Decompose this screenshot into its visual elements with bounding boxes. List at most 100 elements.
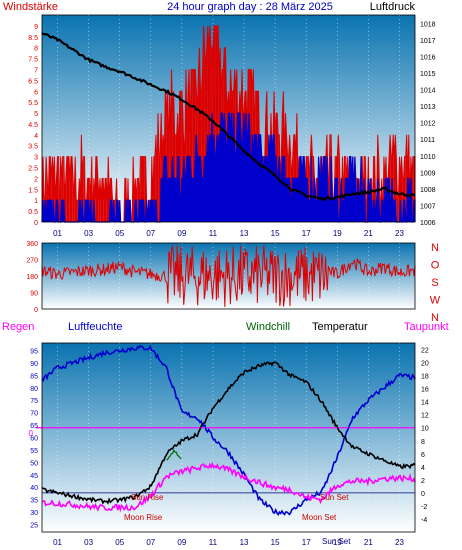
x-tick-label: 21 <box>364 538 373 547</box>
direction-tick-label: 270 <box>26 258 38 265</box>
x-tick-label: 19 <box>333 229 342 238</box>
temperature-tick-label: 2 <box>421 478 425 485</box>
x-tick-label: 01 <box>53 538 62 547</box>
wind-tick-label: 6.5 <box>28 78 38 85</box>
wind-tick-label: 2 <box>34 176 38 183</box>
sun-set-label: Sun Set <box>320 493 349 502</box>
pressure-tick-label: 1018 <box>420 21 436 28</box>
humidity-tick-label: 60 <box>30 436 38 443</box>
panel-2-background <box>42 243 415 309</box>
compass-label: N <box>431 242 439 254</box>
humidity-tick-label: 85 <box>30 373 38 380</box>
wind-tick-label: 4.5 <box>28 122 38 129</box>
legend-temperatur: Temperatur <box>312 321 368 333</box>
humidity-tick-label: 45 <box>30 473 38 480</box>
x-tick-label: 21 <box>364 229 373 238</box>
humidity-tick-label: 50 <box>30 460 38 467</box>
temperature-tick-label: 6 <box>421 452 425 459</box>
temperature-tick-label: 16 <box>421 387 429 394</box>
pressure-tick-label: 1009 <box>420 170 436 177</box>
temperature-tick-label: 0 <box>421 491 425 498</box>
wind-axis-title: Windstärke <box>3 1 58 13</box>
wind-direction-series <box>41 244 416 308</box>
temperature-tick-label: 20 <box>421 361 429 368</box>
x-tick-label: 11 <box>209 538 218 547</box>
sun-set-axis-label: Sun Set <box>322 537 351 546</box>
legend-windchill: Windchill <box>246 321 290 333</box>
pressure-tick-label: 1006 <box>420 220 436 227</box>
x-tick-label: 15 <box>271 538 280 547</box>
moon-set-label: Moon Set <box>302 513 337 522</box>
pressure-tick-label: 1008 <box>420 187 436 194</box>
pressure-tick-label: 1015 <box>420 71 436 78</box>
temperature-tick-label: 8 <box>421 439 425 446</box>
wind-tick-label: 4 <box>34 133 38 140</box>
x-tick-label: 13 <box>240 538 249 547</box>
humidity-tick-label: 75 <box>30 398 38 405</box>
temperature-tick-label: 12 <box>421 413 429 420</box>
temperature-tick-label: -2 <box>421 504 427 511</box>
x-tick-label: 23 <box>395 538 404 547</box>
wind-tick-label: 1 <box>34 198 38 205</box>
wind-tick-label: 3 <box>34 155 38 162</box>
wind-tick-label: 0.5 <box>28 209 38 216</box>
pressure-tick-label: 1007 <box>420 203 436 210</box>
wind-tick-label: 1.5 <box>28 187 38 194</box>
panel-3-background <box>42 343 415 532</box>
dewpoint-series <box>41 461 416 513</box>
wind-tick-label: 6 <box>34 89 38 96</box>
temperature-tick-label: 18 <box>421 374 429 381</box>
pressure-tick-label: 1017 <box>420 38 436 45</box>
x-tick-label: 09 <box>177 538 186 547</box>
pressure-series <box>41 32 416 202</box>
legend-luftfeuchte: Luftfeuchte <box>68 321 122 333</box>
x-tick-label: 05 <box>115 229 124 238</box>
temperature-series <box>41 361 416 505</box>
wind-tick-label: 5.5 <box>28 100 38 107</box>
humidity-tick-label: 95 <box>30 348 38 355</box>
compass-label: O <box>431 260 440 272</box>
x-tick-label: 03 <box>84 229 93 238</box>
compass-label: S <box>431 277 438 289</box>
panel-2-frame <box>41 242 416 310</box>
direction-tick-label: 90 <box>30 291 38 298</box>
x-tick-label: 07 <box>146 538 155 547</box>
pressure-tick-label: 1013 <box>420 104 436 111</box>
humidity-tick-label: 25 <box>30 523 38 530</box>
wind-tick-label: 8 <box>34 46 38 53</box>
legend-regen: Regen <box>2 321 34 333</box>
x-tick-label: 11 <box>209 229 218 238</box>
wind-tick-label: 8.5 <box>28 35 38 42</box>
humidity-tick-label: 40 <box>30 485 38 492</box>
temperature-tick-label: 4 <box>421 465 425 472</box>
x-tick-label: 15 <box>271 229 280 238</box>
temperature-tick-label: 10 <box>421 426 429 433</box>
x-tick-label: 09 <box>177 229 186 238</box>
temperature-tick-label: -4 <box>421 517 427 524</box>
x-tick-label: 19 <box>333 538 342 547</box>
legend-taupunkt: Taupunkt <box>404 321 449 333</box>
x-tick-label: 05 <box>115 538 124 547</box>
x-tick-label: 17 <box>302 229 311 238</box>
direction-tick-label: 0 <box>34 307 38 314</box>
panel-3-frame <box>41 342 416 533</box>
x-tick-label: 23 <box>395 229 404 238</box>
x-tick-label: 01 <box>53 229 62 238</box>
humidity-tick-label: 80 <box>30 386 38 393</box>
wind-tick-label: 9 <box>34 24 38 31</box>
temperature-tick-label: 14 <box>421 400 429 407</box>
direction-tick-label: 360 <box>26 241 38 248</box>
zero-line-label: 0 <box>29 429 34 438</box>
wind-tick-label: 0 <box>34 220 38 227</box>
humidity-tick-label: 65 <box>30 423 38 430</box>
humidity-tick-label: 90 <box>30 361 38 368</box>
wind-tick-label: 7.5 <box>28 57 38 64</box>
direction-tick-label: 180 <box>26 274 38 281</box>
pressure-tick-label: 1012 <box>420 121 436 128</box>
x-tick-label: 13 <box>240 229 249 238</box>
humidity-tick-label: 55 <box>30 448 38 455</box>
compass-label: N <box>431 312 439 324</box>
humidity-tick-label: 30 <box>30 510 38 517</box>
